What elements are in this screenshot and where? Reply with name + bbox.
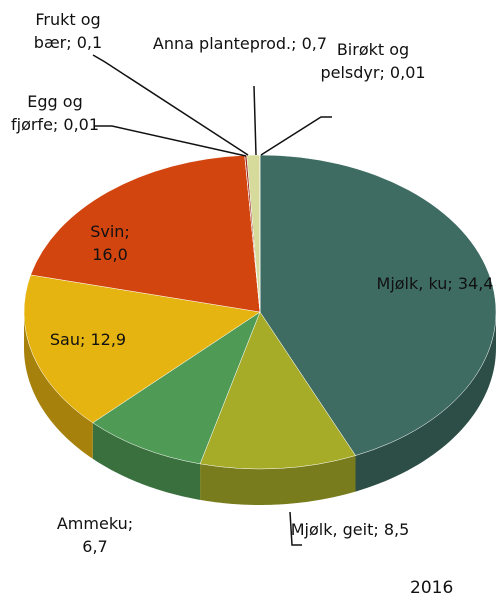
slice-side — [355, 312, 496, 492]
slice — [259, 154, 497, 456]
value-label: 12,9 — [90, 330, 127, 349]
separator: ; — [291, 34, 297, 53]
year-label: 2016 — [410, 578, 454, 598]
value-label: 0,01 — [63, 115, 100, 134]
slice-side — [200, 455, 356, 505]
leader-line — [260, 116, 332, 156]
separator: ; — [373, 520, 379, 539]
slice — [23, 274, 261, 424]
value-label: 0,01 — [389, 63, 426, 82]
value-label: 6,7 — [82, 537, 108, 556]
value-label: 34,4 — [457, 274, 494, 293]
separator: ; — [379, 63, 385, 82]
category-name: Egg og fjørfe — [10, 92, 83, 134]
leader-line — [289, 511, 302, 546]
separator: ; — [447, 274, 453, 293]
data-label: Birøkt og pelsdyr; 0,01 — [318, 38, 428, 84]
data-label: Mjølk, ku; 34,4 — [375, 272, 495, 295]
category-name: Mjølk, ku — [376, 274, 448, 293]
value-label: 8,5 — [383, 520, 410, 539]
separator: ; — [52, 115, 59, 134]
separator: ; — [66, 33, 72, 52]
data-label: Anna planteprod.; 0,7 — [145, 32, 335, 55]
leader-line — [95, 125, 247, 157]
value-label: 16,0 — [92, 245, 128, 264]
data-label: Ammeku; 6,7 — [50, 512, 140, 558]
value-label: 0,1 — [76, 33, 103, 52]
category-name: Ammeku — [56, 514, 128, 533]
slice — [92, 311, 261, 465]
slice — [199, 311, 356, 470]
category-name: Birøkt og pelsdyr — [320, 40, 410, 82]
slice — [30, 155, 261, 313]
category-name: Frukt og bær — [33, 10, 101, 52]
leader-line — [92, 54, 249, 156]
data-label: Sau; 12,9 — [18, 328, 158, 351]
value-label: 0,7 — [301, 34, 328, 53]
category-name: Svin — [90, 222, 125, 241]
leader-lines — [92, 54, 332, 546]
separator: ; — [124, 222, 130, 241]
slice-side — [92, 422, 201, 500]
leader-line — [253, 85, 257, 156]
data-label: Svin; 16,0 — [70, 220, 150, 266]
separator: ; — [80, 330, 86, 349]
category-name: Anna planteprod. — [152, 34, 292, 53]
category-name: Sau — [49, 330, 80, 349]
separator: ; — [127, 514, 134, 533]
data-label: Frukt og bær; 0,1 — [18, 8, 118, 54]
category-name: Mjølk, geit — [290, 520, 374, 539]
slice-side — [24, 312, 93, 459]
data-label: Mjølk, geit; 8,5 — [290, 518, 410, 541]
data-label: Egg og fjørfe; 0,01 — [10, 90, 100, 136]
